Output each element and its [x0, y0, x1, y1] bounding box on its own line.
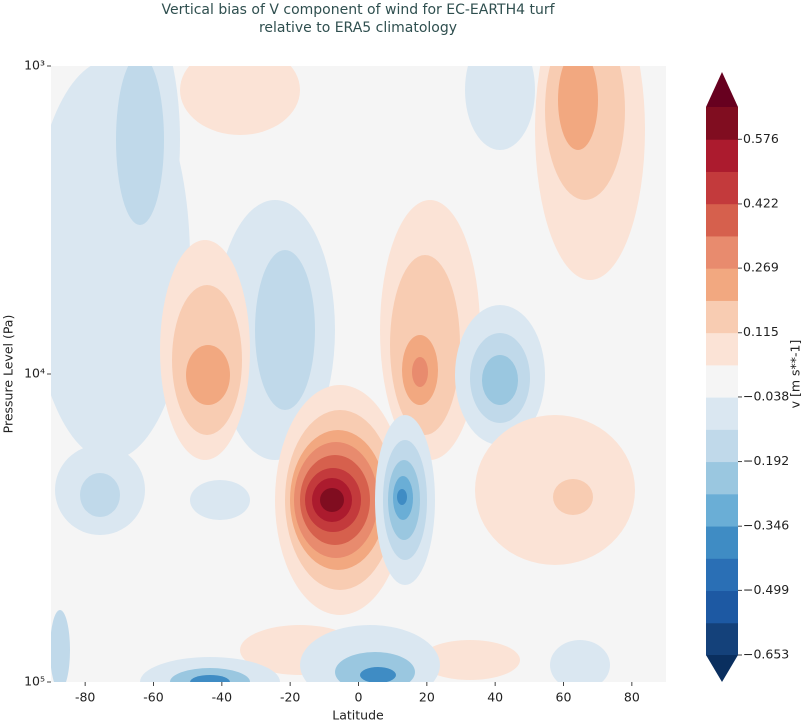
colorbar-band	[706, 268, 738, 301]
y-tick-label: 10³	[24, 58, 45, 73]
x-tick-label: 0	[355, 690, 363, 705]
colorbar-tick-label: 0.269	[743, 260, 779, 275]
colorbar-band	[706, 590, 738, 624]
colorbar-extend	[706, 655, 738, 682]
x-tick-label: -20	[280, 690, 300, 705]
colorbar-tick-label: 0.115	[743, 324, 779, 339]
contour-field	[51, 66, 645, 682]
colorbar-band	[706, 203, 738, 237]
x-axis-label: Latitude	[332, 708, 384, 723]
colorbar-band	[706, 493, 738, 527]
x-tick-label: 20	[419, 690, 435, 705]
colorbar-band	[706, 235, 738, 269]
colorbar-band	[706, 429, 738, 463]
x-tick-label: 40	[487, 690, 503, 705]
x-tick-label: -40	[212, 690, 232, 705]
chart-title: Vertical bias of V component of wind for…	[161, 2, 555, 18]
colorbar-band	[706, 139, 738, 172]
colorbar-band	[706, 300, 738, 334]
colorbar-tick-label: −0.653	[743, 647, 789, 662]
colorbar-band	[706, 622, 738, 656]
colorbar-tick-label: −0.346	[743, 518, 789, 533]
colorbar-band	[706, 332, 738, 366]
y-axis-label: Pressure Level (Pa)	[1, 315, 16, 434]
colorbar-tick-label: 0.422	[743, 195, 779, 210]
colorbar-band	[706, 107, 738, 140]
colorbar-tick-label: −0.499	[743, 582, 789, 597]
colorbar-tick-label: 0.576	[743, 131, 779, 146]
colorbar-band	[706, 461, 738, 495]
colorbar-label: v [m s**-1]	[788, 340, 803, 409]
y-tick-label: 10⁵	[24, 674, 45, 689]
colorbar-band	[706, 526, 738, 559]
colorbar-band	[706, 397, 738, 430]
colorbar-band	[706, 171, 738, 205]
colorbar-tick-label: −0.038	[743, 388, 789, 403]
colorbar-tick-label: −0.192	[743, 453, 789, 468]
colorbar-band	[706, 558, 738, 592]
y-tick-label: 10⁴	[24, 366, 45, 381]
x-tick-label: 80	[624, 690, 640, 705]
x-tick-label: -60	[143, 690, 163, 705]
colorbar-band	[706, 364, 738, 398]
x-tick-label: -80	[75, 690, 95, 705]
x-tick-label: 60	[556, 690, 572, 705]
colorbar-extend	[706, 72, 738, 107]
chart-subtitle: relative to ERA5 climatology	[259, 20, 457, 36]
